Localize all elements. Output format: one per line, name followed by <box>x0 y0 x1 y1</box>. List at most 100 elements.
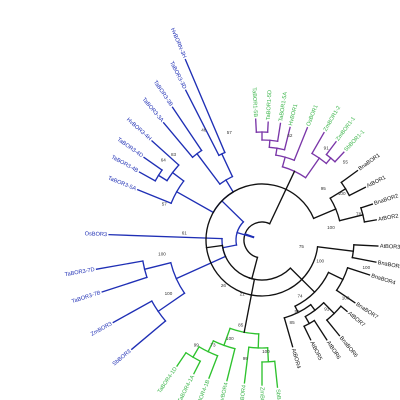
branch-line <box>157 174 168 182</box>
branch-line <box>281 156 286 168</box>
branch-line <box>313 319 328 341</box>
branch-line <box>346 266 371 276</box>
branch-line <box>130 320 167 351</box>
branch-line <box>304 315 311 325</box>
branch-line <box>244 232 255 238</box>
leaf-label: TaBOR3-7D <box>64 267 95 278</box>
bootstrap-value: 85 <box>290 320 296 325</box>
bootstrap-value: 57 <box>162 202 168 207</box>
branch-line <box>276 122 282 143</box>
branch-line <box>205 244 224 249</box>
bootstrap-value: 78 <box>356 211 362 216</box>
branch-line <box>293 126 309 162</box>
bootstrap-value: 100 <box>342 296 350 301</box>
leaf-label: HvBORN-3H <box>169 27 187 59</box>
branch-line <box>220 199 245 223</box>
branch-line <box>338 214 364 222</box>
leaf-label: AtBOR1 <box>366 175 387 190</box>
branch-line <box>101 276 148 293</box>
bootstrap-value: 57 <box>227 130 233 135</box>
branch-line <box>335 289 356 304</box>
branch-line <box>95 260 144 270</box>
leaf-label: TaBOR3-4B <box>110 154 139 174</box>
branch-line <box>151 140 180 167</box>
branch-line <box>325 140 337 156</box>
branch-line <box>283 317 294 348</box>
leaf-label: TaBOR3-3B <box>152 80 174 108</box>
branch-line <box>266 347 270 363</box>
bootstrap-value: 21 <box>240 292 246 297</box>
branch-line <box>309 303 316 312</box>
branch-line <box>171 106 203 152</box>
branch-line <box>251 256 259 280</box>
branch-line <box>243 346 250 384</box>
branch-line <box>175 255 227 280</box>
branch-line <box>108 233 223 240</box>
leaf-label: HvBOR3-4H <box>125 117 152 142</box>
bootstrap-value: 62 <box>287 133 293 138</box>
branch-line <box>196 152 221 186</box>
bootstrap-value: 100 <box>262 349 270 354</box>
branch-line <box>157 292 186 313</box>
branch-line <box>226 347 236 382</box>
branch-line <box>274 360 279 388</box>
bootstrap-value: 100 <box>165 291 173 296</box>
bootstrap-value: 99 <box>243 356 249 361</box>
branch-line <box>322 301 336 315</box>
bootstrap-value: 100 <box>226 336 234 341</box>
branch-line <box>304 157 321 179</box>
branch-line <box>268 139 271 149</box>
leaf-label: AtBOR7 <box>346 311 366 329</box>
branch-line <box>208 354 219 380</box>
bootstrap-value: 91 <box>324 145 330 150</box>
leaf-labels: HvBORN-3HTaBOR3-3DTaBOR3-3BTaBOR3-3AHvBO… <box>64 27 400 400</box>
branch-line <box>138 171 157 182</box>
branch-line <box>207 339 215 353</box>
leaf-label: TaBOR4-1A <box>177 374 196 400</box>
leaf-label: TaBOR3-3D <box>168 61 187 91</box>
branch-line <box>329 187 347 200</box>
bootstrap-value: 26 <box>221 283 227 288</box>
branch-line <box>236 231 255 239</box>
leaf-label: OsBOR1 <box>306 104 320 127</box>
leaf-label: BnaBOR4 <box>370 273 396 286</box>
leaf-label: AtBOR4 <box>290 348 301 369</box>
branch-line <box>176 351 187 367</box>
branch-line <box>266 121 269 133</box>
leaf-label: BnaBOR1 <box>358 153 382 173</box>
branch-line <box>254 118 258 133</box>
bootstrap-value: 55 <box>343 159 349 164</box>
bootstrap-value: 50 <box>295 309 301 314</box>
leaf-label: TaBOR3-4D <box>116 137 144 159</box>
leaf-label: AtBOR3 <box>380 244 400 251</box>
branch-line <box>312 208 337 220</box>
branch-line <box>112 300 153 324</box>
leaf-label: AtBOR5 <box>308 340 322 361</box>
branch-line <box>243 278 256 334</box>
branch-line <box>175 190 215 214</box>
bootstrap-value: 85 <box>238 323 244 328</box>
bootstrap-value: 74 <box>297 294 303 299</box>
bootstrap-values: 57 46 83 64 57 61 100 100 26 21 99 73 100 99 85 100 85 50… <box>158 128 370 361</box>
branch-line <box>143 261 172 271</box>
bootstrap-value: 64 <box>161 157 167 162</box>
leaf-label: OsBOR3 <box>85 231 108 238</box>
bootstrap-value: 46 <box>201 128 207 133</box>
branch-line <box>339 305 348 313</box>
branch-line <box>184 89 220 157</box>
branch-line <box>275 147 278 156</box>
leaf-label: TaBOR3-5A <box>107 176 137 193</box>
branch-line <box>340 169 359 184</box>
tree-branches <box>95 58 379 388</box>
branch-line <box>363 219 378 223</box>
branch-line <box>192 345 200 359</box>
branch-line <box>223 327 231 347</box>
branch-line <box>225 179 235 193</box>
bootstrap-value: 100 <box>316 258 324 263</box>
leaf-label: ZmBOR3 <box>90 321 113 338</box>
branch-line <box>327 271 344 281</box>
branch-line <box>351 256 377 263</box>
leaf-label: TaBOR1-5D <box>266 90 274 120</box>
bootstrap-value: 73 <box>210 342 216 347</box>
